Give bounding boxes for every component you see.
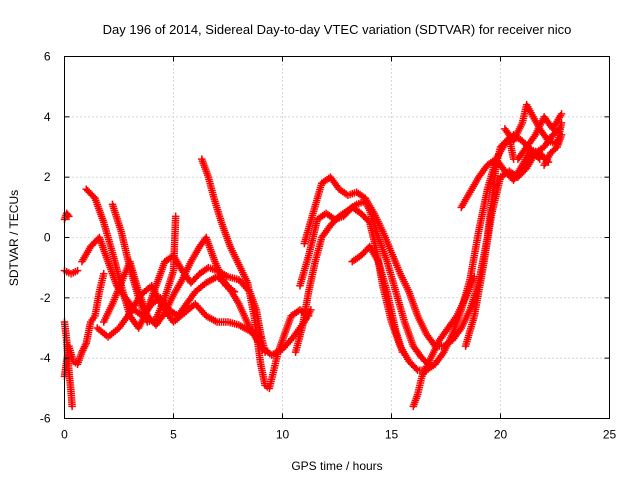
x-tick-label: 15 — [385, 428, 399, 442]
x-tick-label: 5 — [170, 428, 177, 442]
y-tick-label: 0 — [44, 231, 51, 245]
y-tick-label: 6 — [44, 50, 51, 64]
y-tick-label: -6 — [40, 412, 51, 426]
series-arc-10 — [199, 156, 312, 391]
series-arc-1 — [62, 210, 72, 222]
y-axis-label: SDTVAR / TECUs — [7, 190, 21, 286]
y-tick-label: 4 — [44, 110, 51, 124]
y-tick-label: -2 — [40, 291, 51, 305]
x-tick-label: 25 — [603, 428, 617, 442]
x-axis-label: GPS time / hours — [291, 459, 382, 473]
y-tick-label: -4 — [40, 351, 51, 365]
series-arc-4 — [62, 271, 107, 380]
x-tick-label: 20 — [494, 428, 508, 442]
x-tick-label: 0 — [61, 428, 68, 442]
sdtvar-chart: 0 5 10 15 20 25 -6 -4 -2 0 2 4 6 Day 196 of 2014, Si… — [0, 0, 640, 480]
x-tick-label: 10 — [276, 428, 290, 442]
data-points — [62, 102, 565, 410]
y-tick-label: 2 — [44, 170, 51, 184]
chart-title: Day 196 of 2014, Sidereal Day-to-day VTE… — [103, 22, 572, 37]
